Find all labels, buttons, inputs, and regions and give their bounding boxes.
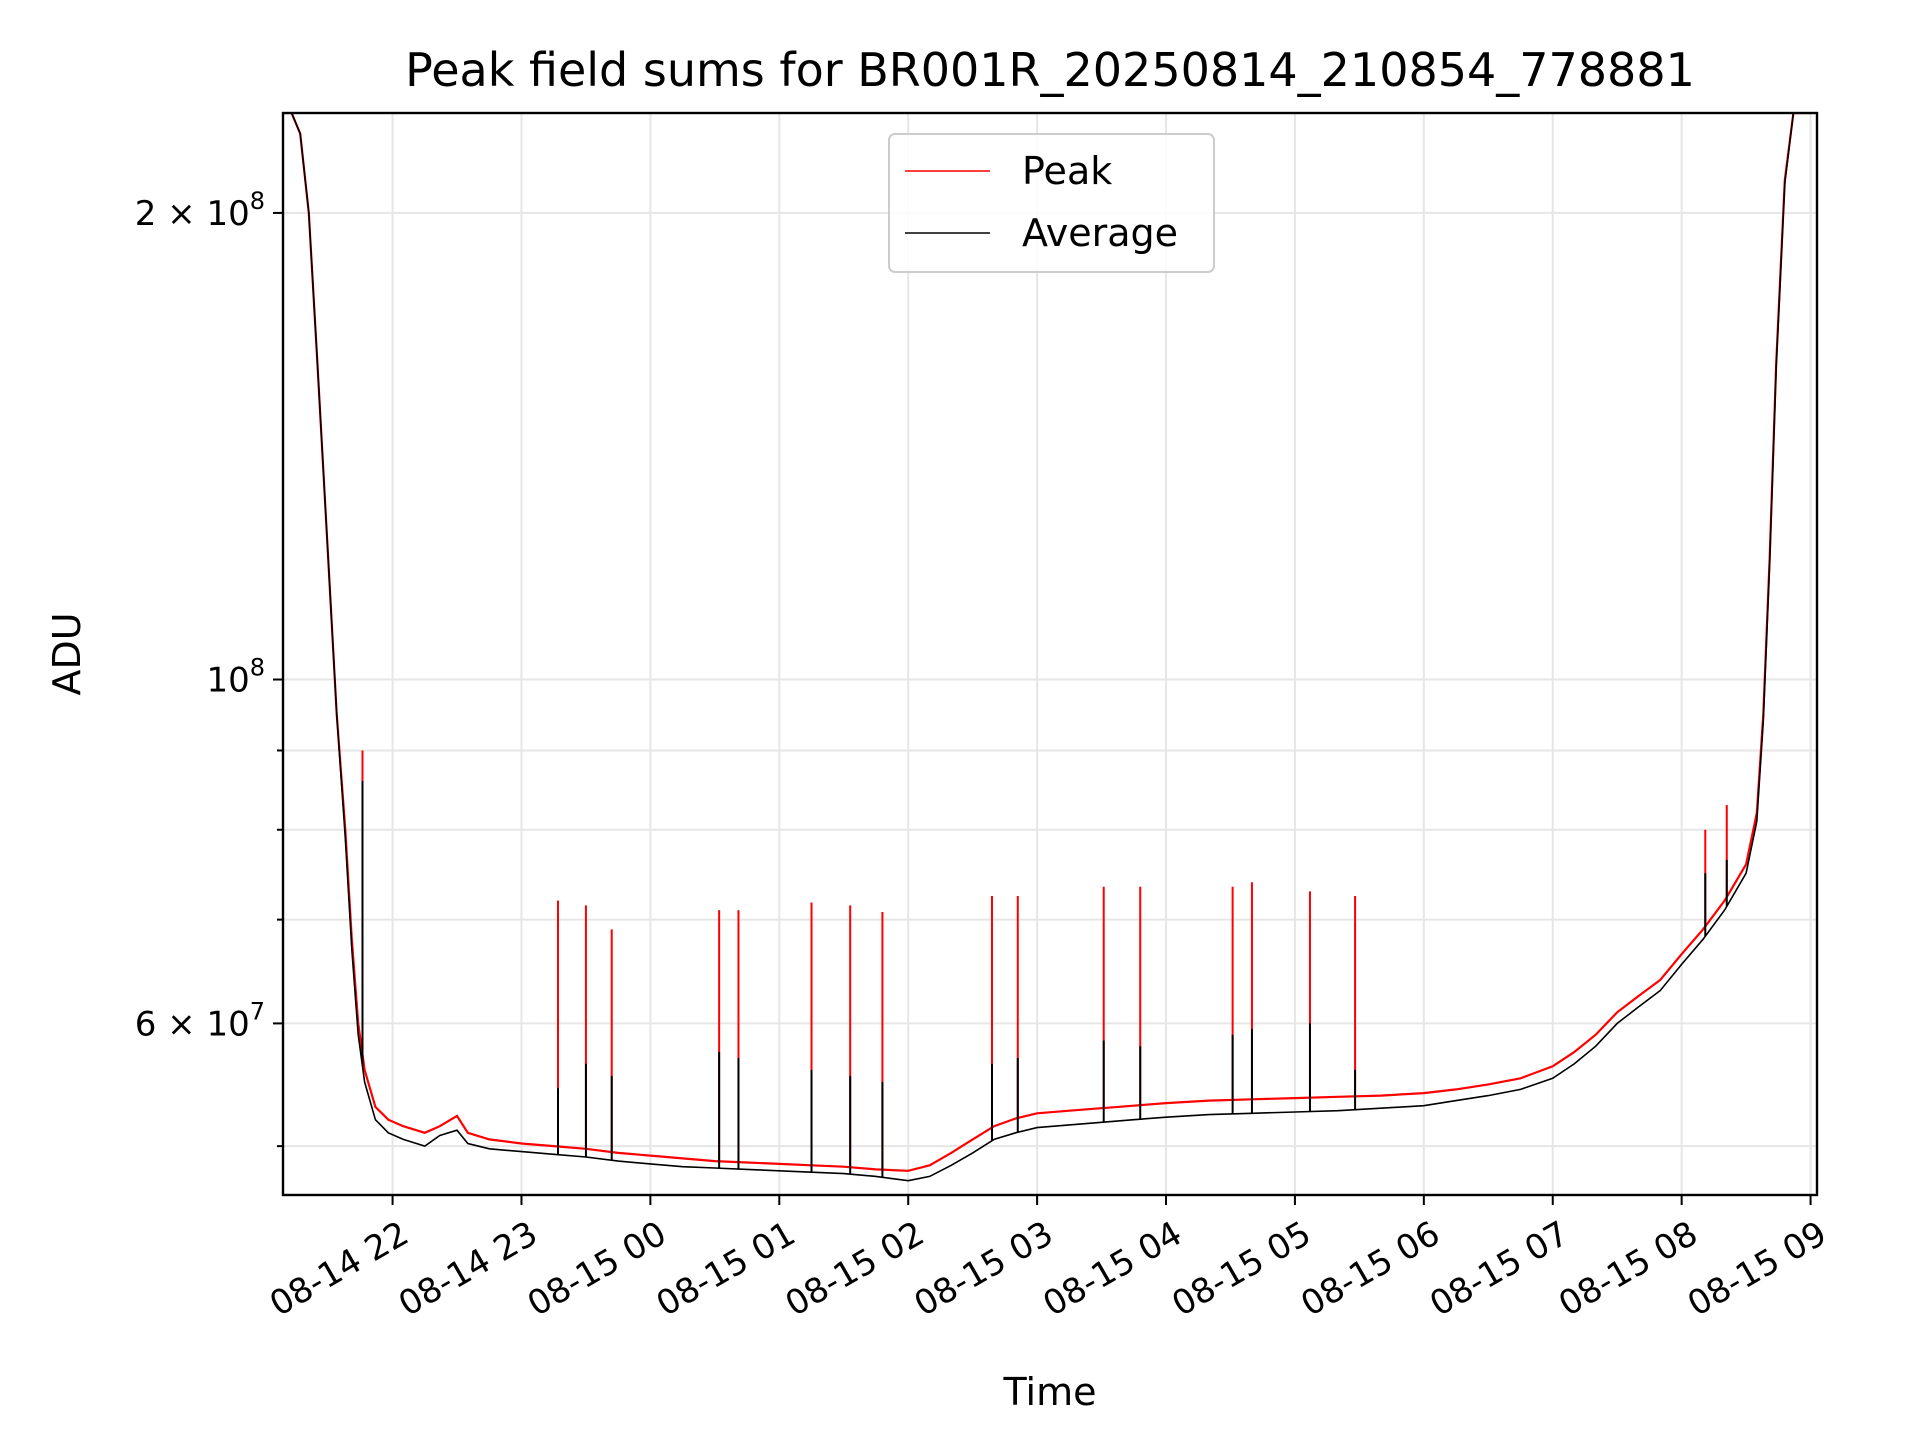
- y-tick-label: 6 × 107: [135, 997, 265, 1044]
- series-line-average: [283, 113, 1811, 1182]
- x-axis-label: Time: [1003, 1370, 1097, 1414]
- y-tick-label: 2 × 108: [135, 187, 265, 234]
- plot-lines: [283, 113, 1811, 1182]
- legend: Peak Average: [888, 133, 1215, 273]
- legend-label-peak: Peak: [1022, 149, 1112, 193]
- plot-frame: [281, 111, 1819, 1197]
- series-line-peak: [283, 113, 1811, 1172]
- legend-label-average: Average: [1022, 211, 1178, 255]
- legend-box: [888, 133, 1215, 273]
- y-axis-label: ADU: [45, 612, 89, 695]
- chart-title: Peak field sums for BR001R_20250814_2108…: [405, 43, 1695, 97]
